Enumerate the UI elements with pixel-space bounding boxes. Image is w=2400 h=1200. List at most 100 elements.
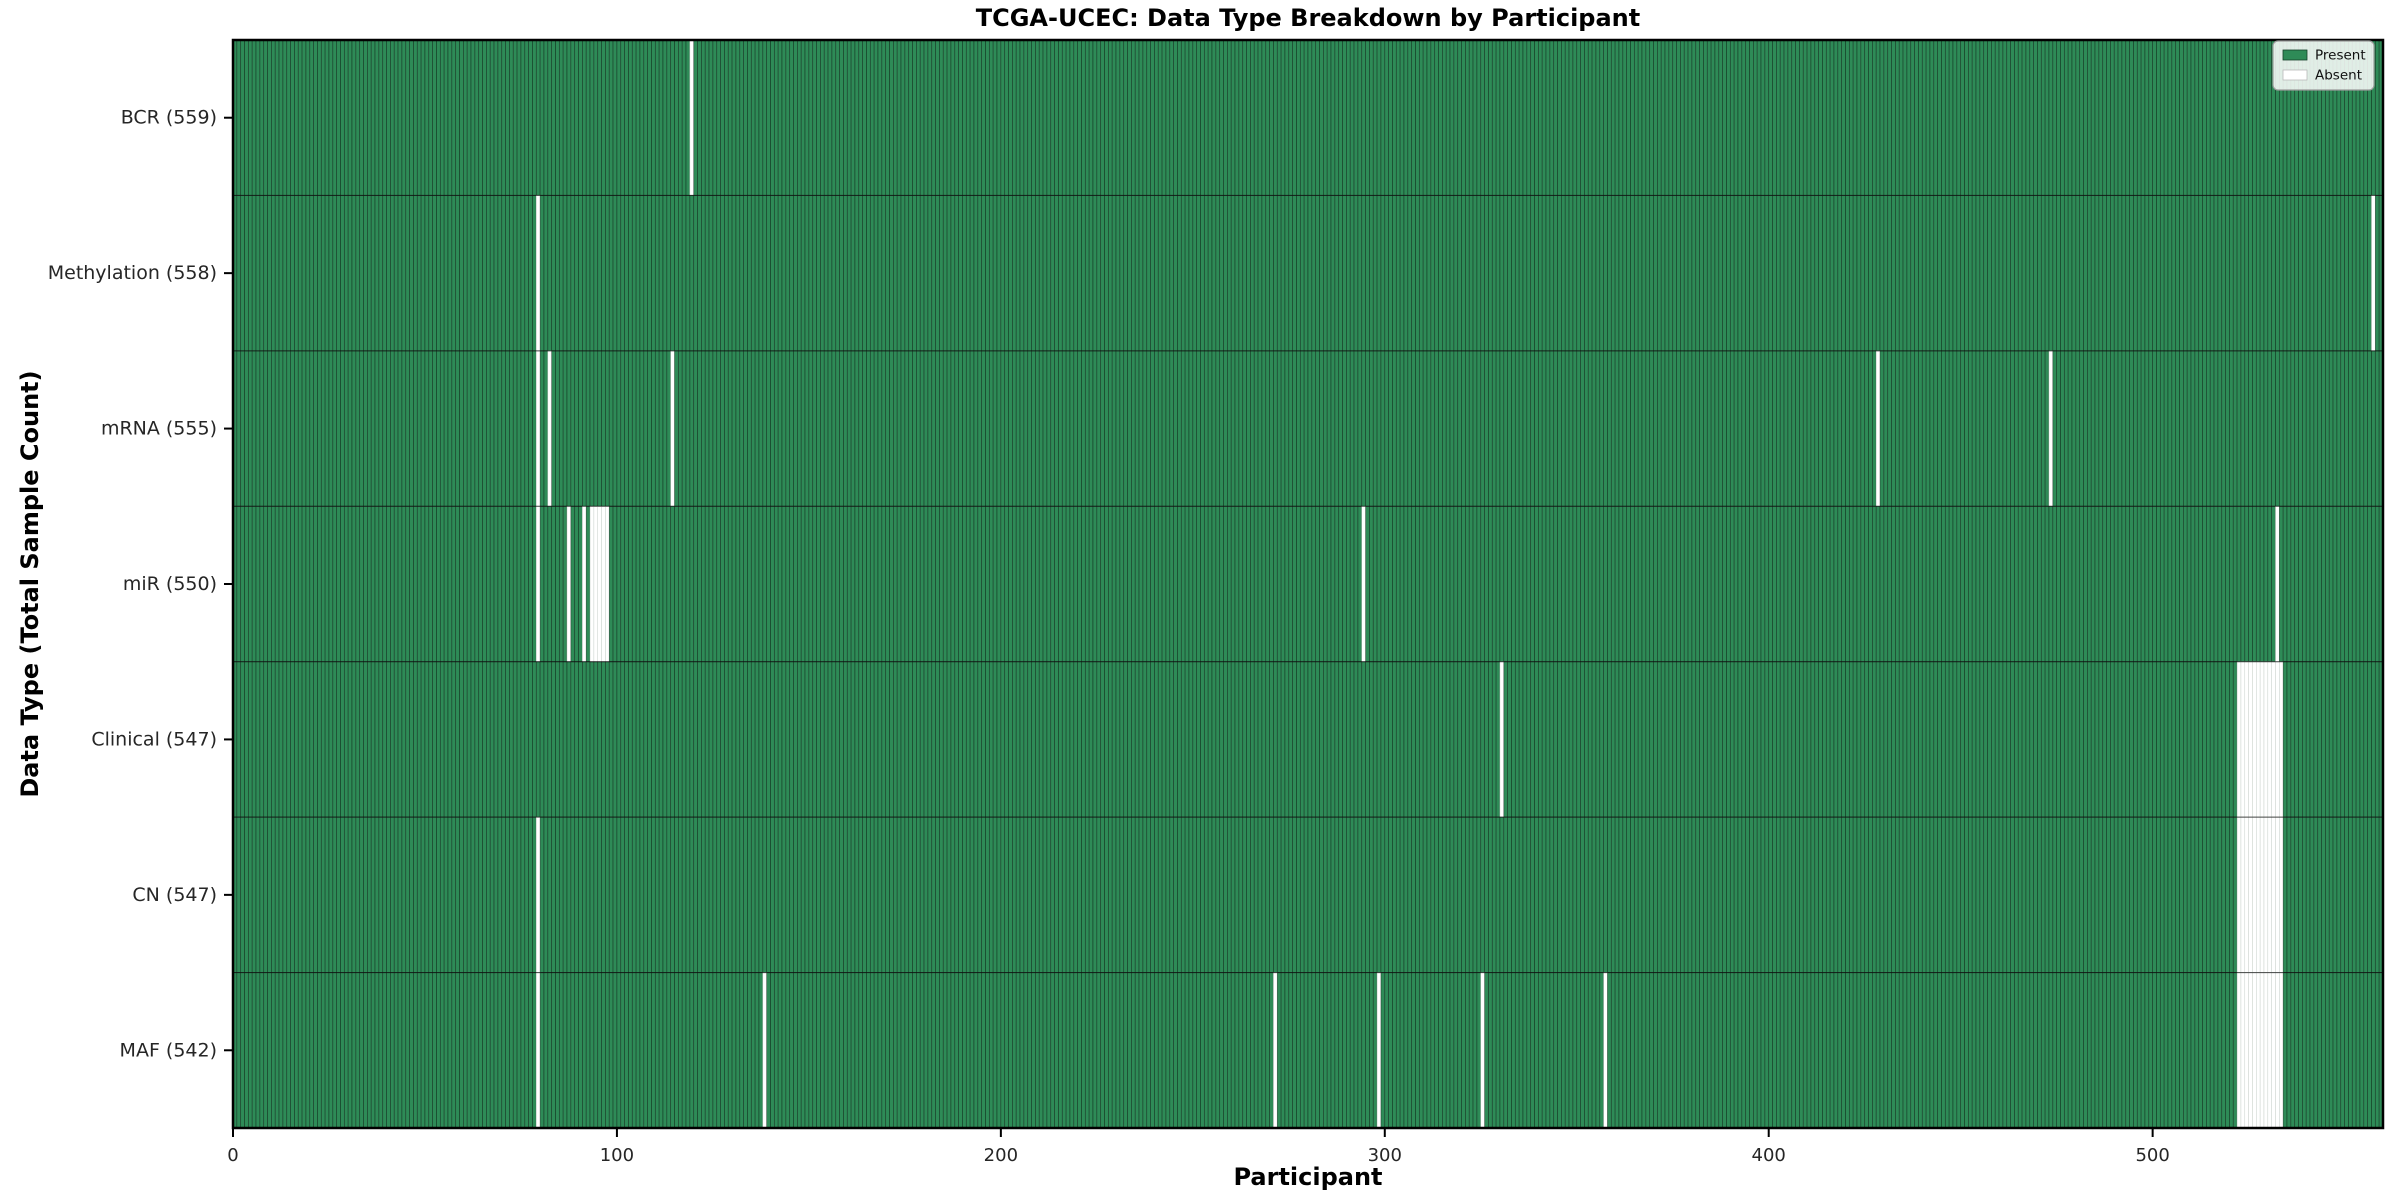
cell-present [2083, 195, 2088, 352]
cell-present [1131, 195, 1136, 352]
cell-present [797, 505, 802, 663]
cell-present [1395, 39, 1401, 196]
cell-present [727, 816, 733, 973]
cell-present [850, 350, 856, 507]
cell-present [2144, 661, 2150, 818]
cell-present [271, 505, 276, 663]
cell-present [1395, 816, 1401, 973]
cell-present [793, 195, 798, 352]
cell-present [1119, 195, 1125, 352]
cell-present [639, 350, 645, 507]
cell-present [516, 816, 522, 973]
cell-present [2348, 661, 2353, 818]
cell-present [340, 39, 345, 196]
cell-present [1610, 661, 1616, 818]
cell-present [1561, 661, 1566, 818]
cell-present [708, 505, 714, 663]
cell-present [482, 505, 487, 663]
cell-absent [689, 39, 694, 196]
cell-present [1710, 816, 1716, 973]
cell-present [1975, 816, 1981, 973]
cell-present [1434, 972, 1439, 1129]
cell-present [2133, 39, 2138, 196]
cell-present [2002, 505, 2008, 663]
cell-present [532, 816, 537, 973]
cell-present [1000, 195, 1006, 352]
cell-present [935, 350, 940, 507]
cell-present [1376, 816, 1382, 973]
cell-present [1944, 39, 1950, 196]
cell-present [1657, 350, 1662, 507]
cell-present [789, 972, 794, 1129]
cell-present [1825, 505, 1831, 663]
cell-present [647, 350, 652, 507]
cell-present [1388, 816, 1393, 973]
cell-present [2340, 816, 2345, 973]
cell-present [1100, 39, 1105, 196]
cell-present [1380, 661, 1386, 818]
cell-present [1541, 195, 1547, 352]
cell-present [1779, 816, 1785, 973]
cell-present [2175, 39, 2180, 196]
cell-present [912, 39, 917, 196]
cell-present [1027, 39, 1032, 196]
cell-present [1714, 350, 1720, 507]
cell-present [2309, 350, 2315, 507]
cell-present [1576, 816, 1581, 973]
cell-present [393, 972, 399, 1129]
cell-present [1058, 816, 1063, 973]
cell-present [935, 816, 940, 973]
plot-area [232, 39, 2384, 1129]
cell-present [309, 661, 314, 818]
cell-present [428, 39, 433, 196]
cell-present [1361, 195, 1366, 352]
cell-present [1088, 195, 1094, 352]
cell-present [1418, 195, 1424, 352]
cell-present [1230, 972, 1236, 1129]
cell-present [866, 505, 871, 663]
cell-present [1641, 505, 1647, 663]
cell-present [1745, 195, 1750, 352]
cell-present [378, 816, 384, 973]
cell-present [1372, 350, 1378, 507]
cell-present [516, 350, 522, 507]
cell-present [2148, 972, 2153, 1129]
cell-present [2229, 350, 2234, 507]
cell-present [1891, 816, 1896, 973]
row-maf [232, 972, 2384, 1129]
cell-present [1292, 972, 1297, 1129]
cell-present [685, 505, 691, 663]
cell-present [1223, 505, 1228, 663]
cell-present [893, 505, 898, 663]
cell-present [1772, 39, 1777, 196]
cell-present [2336, 350, 2342, 507]
cell-present [382, 972, 387, 1129]
cell-present [1200, 972, 1205, 1129]
cell-present [950, 39, 956, 196]
cell-present [332, 972, 338, 1129]
cell-present [574, 195, 579, 352]
cell-present [409, 816, 414, 973]
cell-present [2040, 816, 2046, 973]
cell-present [1633, 505, 1639, 663]
cell-present [877, 195, 883, 352]
cell-present [455, 972, 460, 1129]
cell-present [1511, 816, 1516, 973]
cell-present [439, 350, 445, 507]
cell-present [1718, 972, 1723, 1129]
cell-present [1253, 972, 1259, 1129]
cell-present [1453, 816, 1459, 973]
cell-present [981, 816, 986, 973]
cell-present [2098, 39, 2104, 196]
cell-present [1994, 195, 2000, 352]
cell-present [781, 972, 787, 1129]
cell-present [1488, 661, 1493, 818]
cell-present [2033, 972, 2038, 1129]
cell-present [2087, 195, 2092, 352]
cell-present [1031, 816, 1036, 973]
cell-present [1303, 661, 1309, 818]
cell-present [1741, 195, 1747, 352]
cell-present [1023, 972, 1029, 1129]
cell-present [1630, 505, 1635, 663]
cell-present [885, 195, 890, 352]
